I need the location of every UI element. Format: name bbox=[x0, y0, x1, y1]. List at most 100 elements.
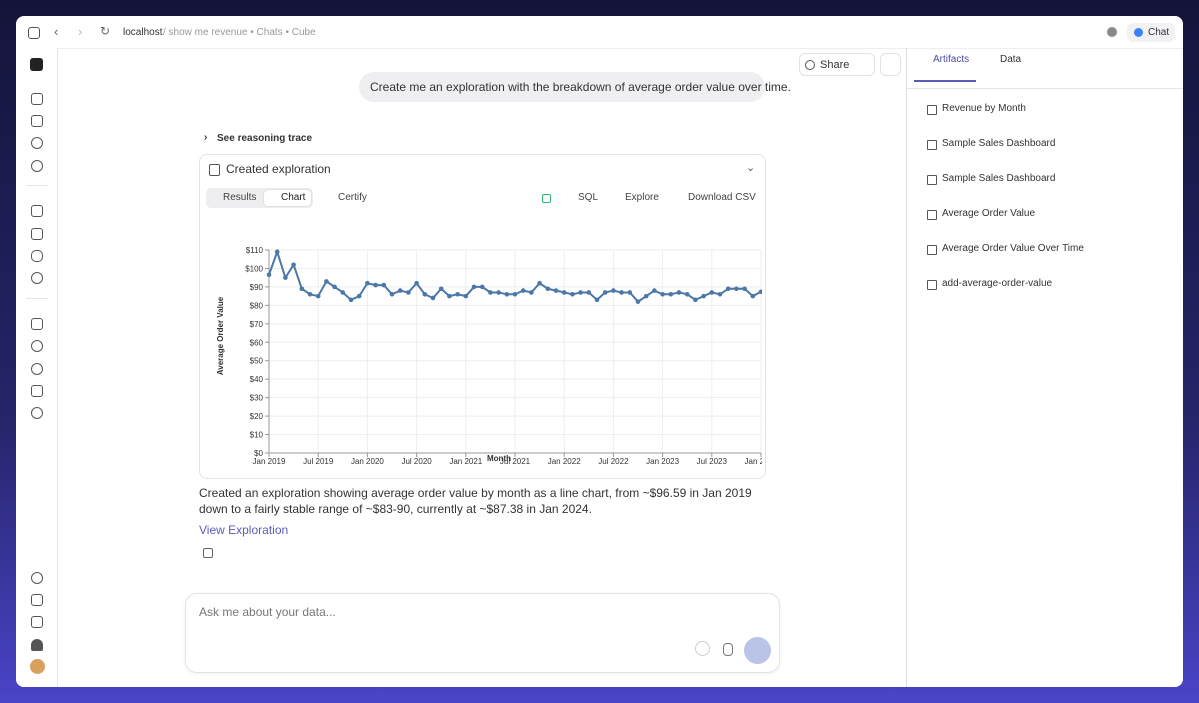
reasoning-chevron[interactable]: › bbox=[204, 132, 208, 143]
certify-button[interactable]: Certify bbox=[338, 192, 367, 203]
nav-data[interactable] bbox=[31, 250, 43, 262]
copy-button[interactable] bbox=[203, 548, 213, 558]
data-point bbox=[652, 288, 657, 293]
data-point bbox=[570, 291, 575, 297]
divider bbox=[26, 298, 48, 299]
data-point bbox=[422, 291, 428, 297]
x-tick-label: Jul 2021 bbox=[500, 457, 531, 466]
data-point bbox=[512, 291, 518, 297]
tab-data[interactable]: Data bbox=[1000, 54, 1022, 65]
y-tick-label: $110 bbox=[246, 246, 264, 255]
explore-button[interactable]: Explore bbox=[625, 192, 659, 203]
exploration-card: Created exploration ⌄ Results Chart Cert… bbox=[199, 154, 766, 479]
card-title: Created exploration bbox=[226, 162, 331, 176]
data-point bbox=[676, 290, 682, 295]
data-point bbox=[520, 288, 526, 293]
logo[interactable] bbox=[30, 58, 43, 71]
x-tick-label: Jul 2019 bbox=[303, 457, 334, 466]
data-point bbox=[274, 249, 280, 255]
data-point bbox=[315, 293, 321, 299]
data-point bbox=[537, 280, 542, 286]
artifact-item[interactable]: Revenue by Month bbox=[927, 103, 1167, 119]
artifact-item[interactable]: Average Order Value Over Time bbox=[927, 243, 1167, 259]
tab-artifacts[interactable]: Artifacts bbox=[933, 54, 970, 65]
nav-settings[interactable] bbox=[31, 272, 43, 284]
y-tick-label: $90 bbox=[250, 283, 264, 292]
artifact-item[interactable]: Sample Sales Dashboard bbox=[927, 173, 1167, 189]
artifact-label: Sample Sales Dashboard bbox=[942, 138, 1056, 149]
data-point bbox=[340, 290, 346, 295]
nav-activity[interactable] bbox=[31, 318, 43, 330]
nav-docs[interactable] bbox=[31, 115, 43, 127]
data-point bbox=[619, 290, 624, 295]
data-point bbox=[479, 284, 485, 290]
y-tick-label: $50 bbox=[250, 357, 264, 366]
nav-home[interactable] bbox=[31, 93, 43, 105]
share-label: Share bbox=[820, 59, 850, 71]
nav-terminal[interactable] bbox=[31, 228, 43, 240]
data-point bbox=[389, 291, 395, 297]
view-exploration-link[interactable]: View Exploration bbox=[199, 523, 289, 537]
artifact-item[interactable]: add-average-order-value bbox=[927, 278, 1167, 294]
data-point bbox=[643, 293, 649, 299]
data-point bbox=[324, 279, 329, 284]
nav-explore[interactable] bbox=[31, 137, 43, 149]
forward[interactable]: › bbox=[78, 24, 83, 39]
panel-toggle[interactable] bbox=[880, 53, 901, 76]
data-point bbox=[693, 297, 698, 303]
data-point bbox=[496, 290, 501, 295]
data-point bbox=[430, 295, 436, 301]
sidebar-toggle[interactable] bbox=[28, 27, 40, 39]
share-button[interactable]: Share bbox=[799, 53, 875, 76]
user-message: Create me an exploration with the breakd… bbox=[370, 80, 791, 94]
data-point bbox=[447, 293, 452, 299]
composer-placeholder: Ask me about your data... bbox=[199, 605, 336, 619]
card-icon bbox=[209, 164, 220, 176]
nav-item[interactable] bbox=[31, 205, 43, 217]
send-button[interactable] bbox=[744, 637, 771, 664]
nav-chat[interactable] bbox=[31, 363, 43, 375]
artifact-icon bbox=[927, 245, 937, 255]
data-point bbox=[701, 293, 706, 299]
y-tick-label: $100 bbox=[245, 264, 263, 273]
nav-history[interactable] bbox=[31, 340, 43, 352]
data-point bbox=[750, 293, 756, 299]
nav-settings[interactable] bbox=[31, 572, 43, 584]
nav-file[interactable] bbox=[31, 616, 43, 628]
artifact-item[interactable]: Average Order Value bbox=[927, 208, 1167, 224]
data-point bbox=[742, 286, 747, 292]
avatar[interactable] bbox=[30, 659, 45, 674]
data-point bbox=[758, 289, 762, 295]
data-point bbox=[365, 280, 370, 286]
artifact-icon bbox=[927, 210, 937, 220]
reload[interactable]: ↻ bbox=[100, 24, 111, 38]
back[interactable]: ‹ bbox=[54, 24, 59, 39]
artifact-label: add-average-order-value bbox=[942, 278, 1053, 289]
collapse-chevron[interactable]: ⌄ bbox=[746, 162, 756, 174]
data-point bbox=[553, 288, 559, 293]
status-icon[interactable] bbox=[1107, 27, 1117, 37]
artifact-icon bbox=[927, 175, 937, 185]
sql-button[interactable]: SQL bbox=[578, 192, 599, 203]
tab-chart[interactable]: Chart bbox=[281, 192, 306, 203]
data-point bbox=[504, 291, 510, 297]
nav-history[interactable] bbox=[31, 160, 43, 172]
user-message-bubble: Create me an exploration with the breakd… bbox=[359, 72, 791, 102]
nav-bolt[interactable] bbox=[31, 385, 43, 397]
nav-bell[interactable] bbox=[31, 639, 43, 651]
nav-clipboard[interactable] bbox=[31, 594, 43, 606]
nav-compass[interactable] bbox=[31, 407, 43, 419]
data-point bbox=[381, 282, 387, 288]
tab-results[interactable]: Results bbox=[223, 192, 257, 203]
attach-button[interactable] bbox=[723, 643, 733, 656]
download-button[interactable]: Download CSV bbox=[688, 192, 756, 203]
artifact-label: Revenue by Month bbox=[942, 103, 1026, 114]
artifact-item[interactable]: Sample Sales Dashboard bbox=[927, 138, 1167, 154]
chat-button[interactable]: Chat bbox=[1127, 23, 1175, 42]
reasoning-toggle[interactable]: See reasoning trace bbox=[217, 133, 313, 144]
composer[interactable]: Ask me about your data... bbox=[185, 593, 780, 673]
data-point bbox=[734, 286, 739, 292]
data-point bbox=[397, 288, 403, 293]
data-point bbox=[717, 291, 723, 297]
